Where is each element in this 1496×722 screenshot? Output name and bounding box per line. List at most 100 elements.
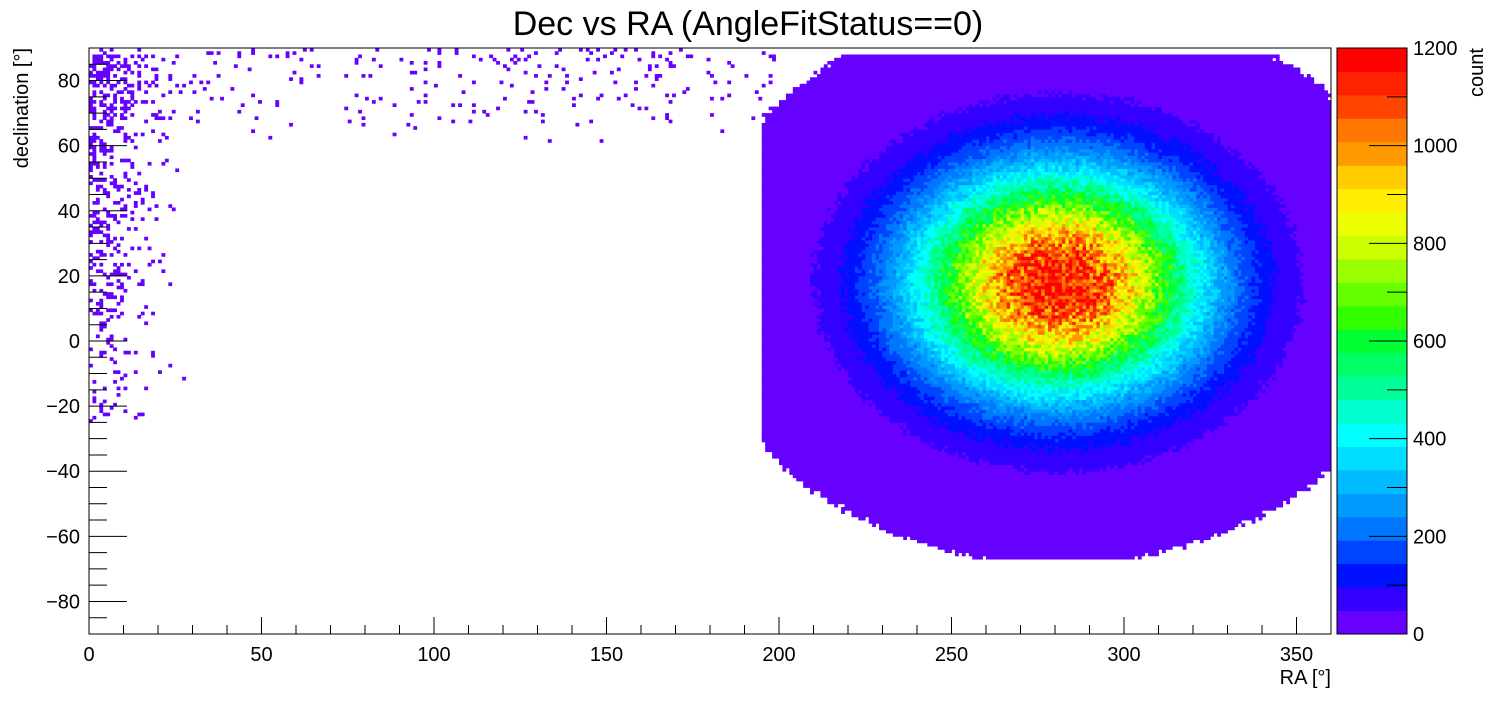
heatmap-bin [854,415,859,420]
heatmap-bin [820,243,825,247]
heatmap-bin [854,507,859,511]
heatmap-bin [782,454,787,459]
heatmap-bin [102,74,107,78]
heatmap-bin [854,83,859,88]
heatmap-bin [841,347,845,352]
heatmap-bin [275,54,280,59]
heatmap-bin [851,194,856,199]
heatmap-bin [151,113,155,117]
heatmap-bin [796,344,801,348]
heatmap-bin [806,148,811,153]
heatmap-bin [810,298,814,303]
heatmap-bin [823,220,828,225]
heatmap-bin [875,507,880,511]
heatmap-bin [785,194,790,199]
heatmap-bin [854,370,859,374]
heatmap-bin [820,152,825,156]
heatmap-bin [820,321,825,326]
heatmap-bin [861,425,866,430]
heatmap-bin [123,109,128,114]
heatmap-bin [861,441,866,446]
heatmap-bin [785,282,790,287]
heatmap-bin [820,487,825,492]
heatmap-bin [99,171,104,176]
heatmap-bin [848,480,852,485]
heatmap-bin [854,187,859,192]
heatmap-bin [865,367,870,371]
heatmap-bin [844,415,849,420]
heatmap-bin [865,227,870,231]
heatmap-bin [844,80,849,85]
heatmap-bin [779,214,783,218]
heatmap-bin [154,67,159,72]
heatmap-bin [827,432,832,436]
heatmap-bin [768,126,773,130]
heatmap-bin [816,152,821,156]
heatmap-bin [875,432,880,436]
heatmap-bin [772,409,776,414]
heatmap-bin [530,90,535,94]
heatmap-bin [126,90,131,94]
heatmap-bin [140,217,145,221]
heatmap-bin [875,337,880,342]
heatmap-bin [834,383,839,387]
heatmap-bin [875,308,880,313]
heatmap-bin [861,152,866,156]
heatmap-bin [789,324,794,329]
heatmap-bin [872,477,876,482]
heatmap-bin [361,74,366,78]
heatmap-bin [841,454,845,459]
heatmap-bin [789,341,794,345]
heatmap-bin [523,57,528,62]
heatmap-bin [854,454,859,459]
heatmap-bin [823,184,828,189]
heatmap-bin [761,161,766,166]
heatmap-bin [768,214,773,218]
heatmap-bin [834,90,839,94]
heatmap-bin [813,327,818,332]
heatmap-bin [816,484,821,488]
heatmap-bin [868,161,873,166]
heatmap-bin [782,363,787,368]
heatmap-bin [806,96,811,101]
heatmap-bin [768,432,773,436]
heatmap-bin [858,122,863,127]
heatmap-bin [830,360,835,365]
heatmap-bin [858,360,863,365]
heatmap-bin [858,464,863,469]
heatmap-bin [841,236,845,241]
heatmap-bin [189,116,193,121]
heatmap-bin [813,445,818,449]
heatmap-bin [820,461,825,466]
heatmap-bin [789,347,794,352]
heatmap-bin [89,214,93,218]
heatmap-bin [834,467,839,472]
heatmap-bin [851,174,856,179]
heatmap-bin [779,113,783,117]
heatmap-bin [830,158,835,163]
heatmap-bin [816,399,821,404]
heatmap-bin [823,373,828,378]
heatmap-bin [823,298,828,303]
heatmap-bin [861,409,866,414]
heatmap-bin [799,243,804,247]
heatmap-bin [796,126,801,130]
heatmap-bin [775,298,780,303]
heatmap-bin [823,233,828,238]
heatmap-bin [861,67,866,72]
heatmap-bin [509,83,514,88]
heatmap-bin [137,54,142,59]
heatmap-bin [106,113,111,117]
heatmap-bin [803,174,807,179]
heatmap-bin [837,445,842,449]
heatmap-bin [120,100,124,104]
heatmap-bin [123,87,128,91]
heatmap-bin [841,490,845,495]
heatmap-bin [354,93,359,98]
heatmap-bin [792,471,797,475]
heatmap-bin [830,370,835,374]
heatmap-bin [792,282,797,287]
heatmap-bin [851,341,856,345]
heatmap-bin [848,376,852,381]
heatmap-bin [823,210,828,215]
